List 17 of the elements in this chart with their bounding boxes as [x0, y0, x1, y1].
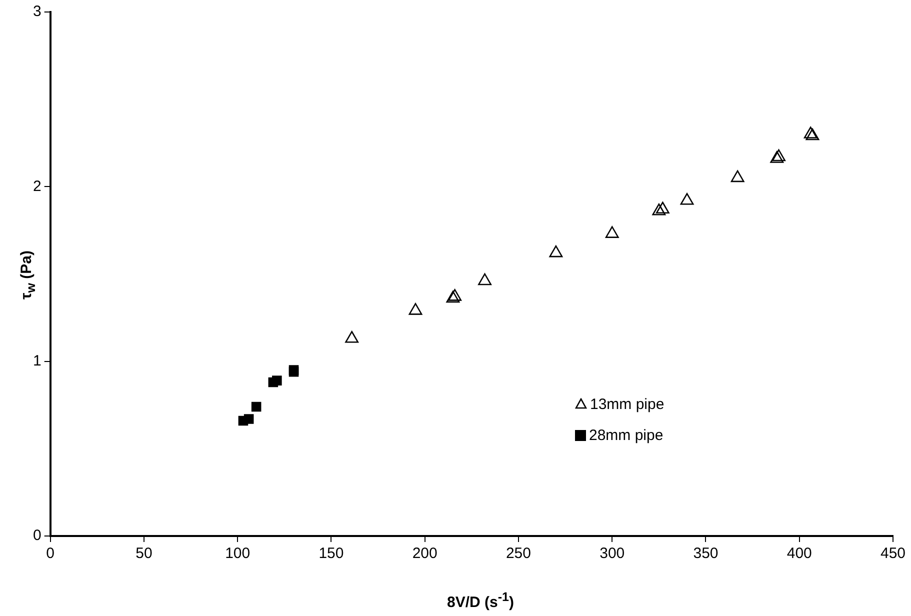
y-tick-label: 3 [33, 3, 42, 20]
x-tick-label: 100 [225, 545, 250, 562]
x-tick-label: 50 [136, 545, 152, 562]
y-tick-label: 2 [33, 178, 42, 195]
x-tick-label: 450 [880, 545, 906, 562]
y-tick-label: 1 [33, 352, 42, 370]
x-axis-title: 8V/D (s$^{-1}$) [446, 590, 515, 611]
x-tick-label: 400 [786, 545, 812, 562]
legend-label: 28mm pipe [589, 427, 664, 444]
y-tick-label: 0 [33, 527, 42, 544]
x-tick-label: 300 [600, 545, 625, 562]
x-tick-label: 250 [506, 545, 531, 562]
x-tick-label: 350 [693, 545, 718, 562]
legend-label: 13mm pipe [590, 396, 664, 413]
x-tick-label: 200 [412, 545, 438, 562]
x-tick-label: 150 [318, 545, 344, 562]
x-tick-label: 0 [46, 545, 55, 562]
